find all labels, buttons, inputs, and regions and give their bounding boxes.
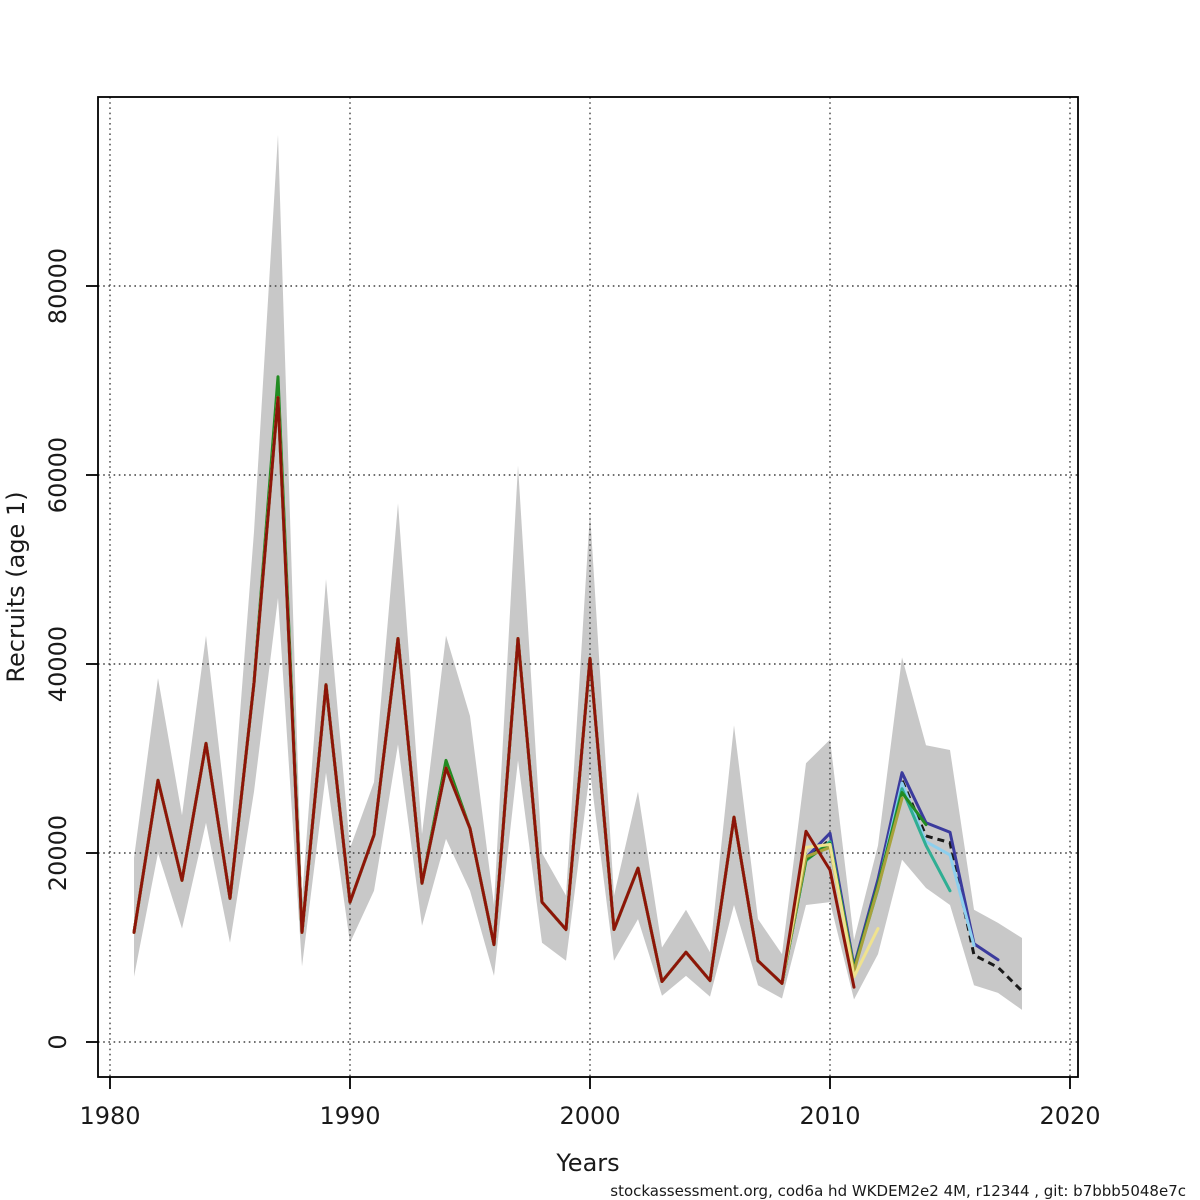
- x-tick-label-2000: 2000: [559, 1102, 620, 1130]
- confidence-band: [134, 134, 1022, 1010]
- x-tick-label-1980: 1980: [79, 1102, 140, 1130]
- series-line-retro-peel-2011: [132, 396, 856, 989]
- y-tick-label-80000: 80000: [44, 248, 72, 324]
- y-tick-label-20000: 20000: [44, 815, 72, 891]
- y-tick-label-60000: 60000: [44, 437, 72, 513]
- y-tick-label-40000: 40000: [44, 626, 72, 702]
- axes-layer: 1980 1990 2000 2010 2020 0 20000 40000 60000 8000…: [44, 248, 1101, 1130]
- attribution-footer: stockassessment.org, cod6a hd WKDEM2e2 4…: [610, 1182, 1186, 1200]
- confidence-band-layer: [134, 134, 1022, 1010]
- y-axis-title: Recruits (age 1): [2, 491, 30, 682]
- x-axis-title: Years: [555, 1149, 619, 1177]
- series-lines-layer: [132, 375, 1024, 993]
- x-tick-label-2020: 2020: [1039, 1102, 1100, 1130]
- gridline-layer: [98, 97, 1078, 1077]
- x-tick-label-1990: 1990: [319, 1102, 380, 1130]
- x-tick-label-2010: 2010: [799, 1102, 860, 1130]
- y-tick-label-0: 0: [44, 1034, 72, 1049]
- plot-frame-layer: [97, 96, 1079, 1078]
- plot-frame: [97, 96, 1079, 1078]
